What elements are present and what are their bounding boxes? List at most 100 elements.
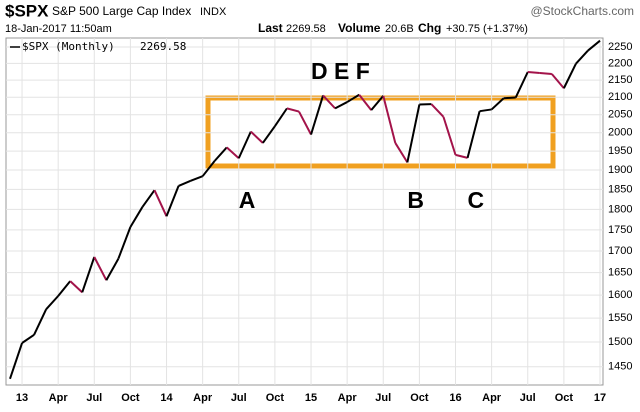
- price-segment: [9, 342, 23, 380]
- volume: 20.6B: [385, 23, 414, 35]
- price-segment: [165, 185, 180, 217]
- price-segment: [213, 146, 228, 162]
- y-tick-label: 1600: [608, 289, 632, 301]
- x-tick-label: 16: [449, 392, 461, 404]
- price-segment: [490, 97, 505, 111]
- plot-frame: [5, 37, 604, 386]
- price-segment: [93, 256, 108, 281]
- x-tick-label: Apr: [338, 392, 358, 404]
- x-tick-label: Jul: [231, 392, 247, 404]
- price-segment: [430, 103, 445, 118]
- exchange: INDX: [200, 6, 227, 18]
- x-tick-label: Apr: [49, 392, 69, 404]
- price-segment: [551, 73, 565, 89]
- price-segment: [201, 160, 216, 177]
- price-segment: [455, 153, 468, 159]
- price-segment: [237, 131, 252, 159]
- volume-label: Volume: [338, 21, 381, 35]
- symbol: $SPX: [5, 1, 49, 20]
- price-segment: [310, 95, 325, 135]
- price-segment: [587, 39, 601, 52]
- x-tick-label: 15: [305, 392, 317, 404]
- price-segment: [466, 110, 481, 159]
- price-segment: [346, 93, 360, 103]
- price-segment: [479, 108, 492, 113]
- price-segment: [21, 333, 35, 344]
- x-tick-label: Jul: [86, 392, 102, 404]
- price-segment: [57, 280, 71, 297]
- y-tick-label: 2200: [608, 57, 632, 69]
- x-tick-label: 13: [16, 392, 28, 404]
- date: 18-Jan-2017 11:50am: [5, 23, 112, 35]
- price-segment: [153, 189, 168, 217]
- price-segment: [178, 179, 192, 187]
- price-segment: [69, 280, 83, 294]
- price-segment: [370, 95, 385, 111]
- y-tick-label: 1700: [608, 245, 632, 257]
- x-tick-label: Oct: [410, 392, 429, 404]
- price-segment: [514, 71, 529, 98]
- x-tick-label: Apr: [193, 392, 213, 404]
- price-segment: [117, 226, 132, 260]
- y-tick-label: 1550: [608, 312, 632, 324]
- price-segment: [322, 94, 336, 110]
- price-segment: [226, 146, 240, 159]
- y-tick-label: 1850: [608, 183, 632, 195]
- y-tick-label: 1950: [608, 145, 632, 157]
- y-tick-label: 1750: [608, 224, 632, 236]
- price-segment: [286, 107, 300, 113]
- price-segment: [527, 71, 540, 75]
- price-segment: [562, 63, 577, 89]
- price-segment: [105, 258, 120, 281]
- source: @StockCharts.com: [530, 4, 634, 18]
- last: 2269.58: [286, 23, 326, 35]
- price-segment: [394, 142, 409, 163]
- y-tick-label: 2000: [608, 127, 632, 139]
- price-segment: [442, 116, 457, 156]
- y-tick-label: 2150: [608, 74, 632, 86]
- y-tick-label: 1800: [608, 203, 632, 215]
- price-segment: [81, 256, 96, 293]
- price-segment: [141, 189, 156, 208]
- x-tick-label: Oct: [555, 392, 574, 404]
- legend-label: $SPX (Monthly): [22, 40, 115, 53]
- x-tick-label: Jul: [375, 392, 391, 404]
- price-segment: [262, 125, 276, 144]
- price-segment: [190, 175, 204, 182]
- price-segment: [250, 130, 264, 144]
- y-tick-label: 1500: [608, 336, 632, 348]
- x-tick-label: 14: [160, 392, 173, 404]
- price-segment: [382, 95, 397, 144]
- y-tick-label: 2250: [608, 41, 632, 53]
- price-segment: [575, 49, 589, 65]
- x-tick-label: Apr: [482, 392, 502, 404]
- x-tick-label: Jul: [520, 392, 536, 404]
- annotation: B: [407, 187, 424, 213]
- legend-value: 2269.58: [140, 40, 186, 53]
- chg-label: Chg: [418, 21, 441, 35]
- price-segment: [274, 107, 288, 127]
- y-tick-label: 2100: [608, 91, 632, 103]
- index-name: S&P 500 Large Cap Index: [52, 4, 191, 18]
- y-tick-label: 1450: [608, 361, 632, 373]
- price-segment: [503, 96, 516, 100]
- last-label: Last: [258, 21, 283, 35]
- annotation: A: [239, 187, 256, 213]
- x-tick-label: Oct: [121, 392, 140, 404]
- y-tick-label: 1900: [608, 164, 632, 176]
- price-segment: [358, 94, 373, 111]
- price-segment: [539, 72, 552, 76]
- y-tick-label: 2050: [608, 109, 632, 121]
- annotation: D E F: [311, 58, 370, 84]
- price-segment: [334, 101, 348, 110]
- annotation: C: [468, 187, 485, 213]
- price-segment: [298, 111, 312, 135]
- x-tick-label: 17: [594, 392, 606, 404]
- price-segment: [45, 295, 59, 310]
- x-tick-label: Oct: [266, 392, 285, 404]
- price-segment: [129, 206, 144, 228]
- y-tick-label: 1650: [608, 267, 632, 279]
- chg: +30.75 (+1.37%): [446, 23, 528, 35]
- price-segment: [33, 308, 48, 336]
